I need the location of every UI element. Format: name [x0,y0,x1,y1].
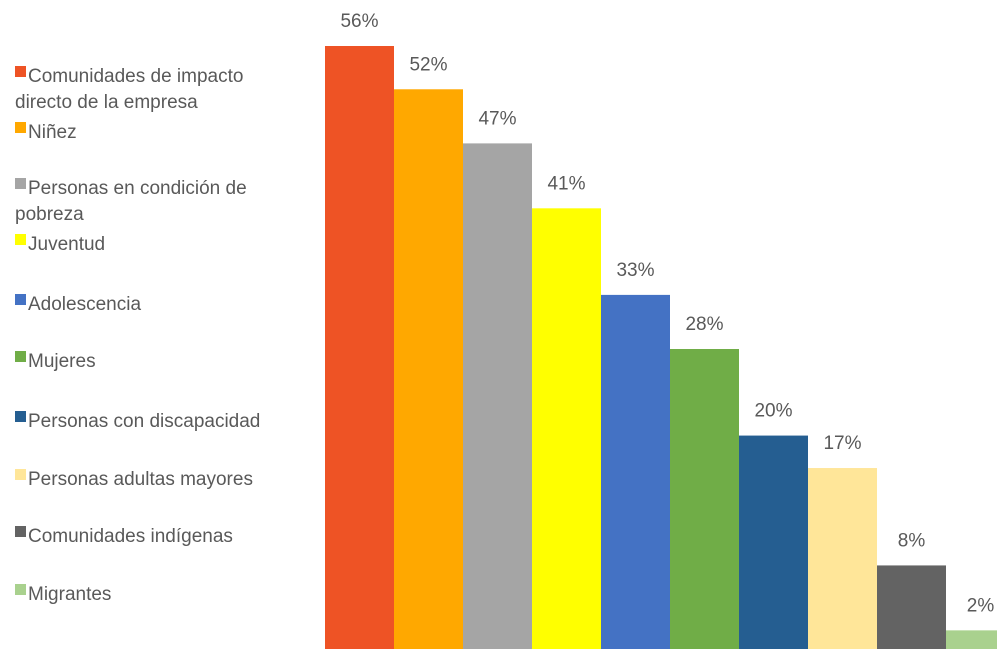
legend-label-9: Comunidades indígenas [28,526,233,547]
bar-9 [877,565,946,649]
bar-6 [670,349,739,649]
legend-item-9: Comunidades indígenas [15,526,233,547]
legend-swatch-7 [15,411,26,422]
legend-item-4: Juventud [15,234,105,255]
bar-7 [739,435,808,649]
legend-swatch-6 [15,351,26,362]
data-label-4: 41% [547,173,585,194]
bar-1 [325,46,394,649]
legend-item-3: Personas en condición de pobreza [15,178,247,225]
legend-item-10: Migrantes [15,584,111,605]
legend-label-3: Personas en condición de pobreza [15,178,247,225]
legend-swatch-10 [15,584,26,595]
legend-item-5: Adolescencia [15,294,141,315]
legend-label-10: Migrantes [28,584,111,605]
data-label-7: 20% [754,401,792,422]
legend-item-7: Personas con discapacidad [15,411,260,432]
legend-item-6: Mujeres [15,351,96,372]
legend-swatch-2 [15,122,26,133]
legend-label-5: Adolescencia [28,294,141,315]
legend-swatch-4 [15,234,26,245]
legend-label-2: Niñez [28,122,77,143]
bar-3 [463,143,532,649]
legend-swatch-1 [15,66,26,77]
legend-swatch-5 [15,294,26,305]
legend-item-2: Niñez [15,122,77,143]
data-label-9: 8% [898,530,926,551]
data-label-5: 33% [616,260,654,281]
data-label-1: 56% [340,11,378,32]
legend: Comunidades de impacto directo de la empr… [15,66,260,605]
bars [325,46,997,649]
legend-swatch-8 [15,469,26,480]
data-label-2: 52% [409,54,447,75]
data-label-3: 47% [478,108,516,129]
legend-swatch-9 [15,526,26,537]
legend-label-6: Mujeres [28,351,96,372]
data-label-10: 2% [967,595,995,616]
bar-2 [394,89,463,649]
bar-10 [946,630,997,649]
legend-swatch-3 [15,178,26,189]
legend-label-1: Comunidades de impacto directo de la empr… [15,66,243,113]
legend-label-7: Personas con discapacidad [28,411,260,432]
bar-5 [601,294,670,649]
legend-label-8: Personas adultas mayores [28,469,253,490]
data-label-8: 17% [823,433,861,454]
bar-8 [808,468,877,649]
legend-item-8: Personas adultas mayores [15,469,253,490]
bar-4 [532,208,601,649]
data-label-6: 28% [685,314,723,335]
legend-label-4: Juventud [28,234,105,255]
value-labels: 56% 52% 47% 41% 33% 28% 20% 17% 8% 2% [340,11,994,616]
legend-item-1: Comunidades de impacto directo de la empr… [15,66,243,113]
